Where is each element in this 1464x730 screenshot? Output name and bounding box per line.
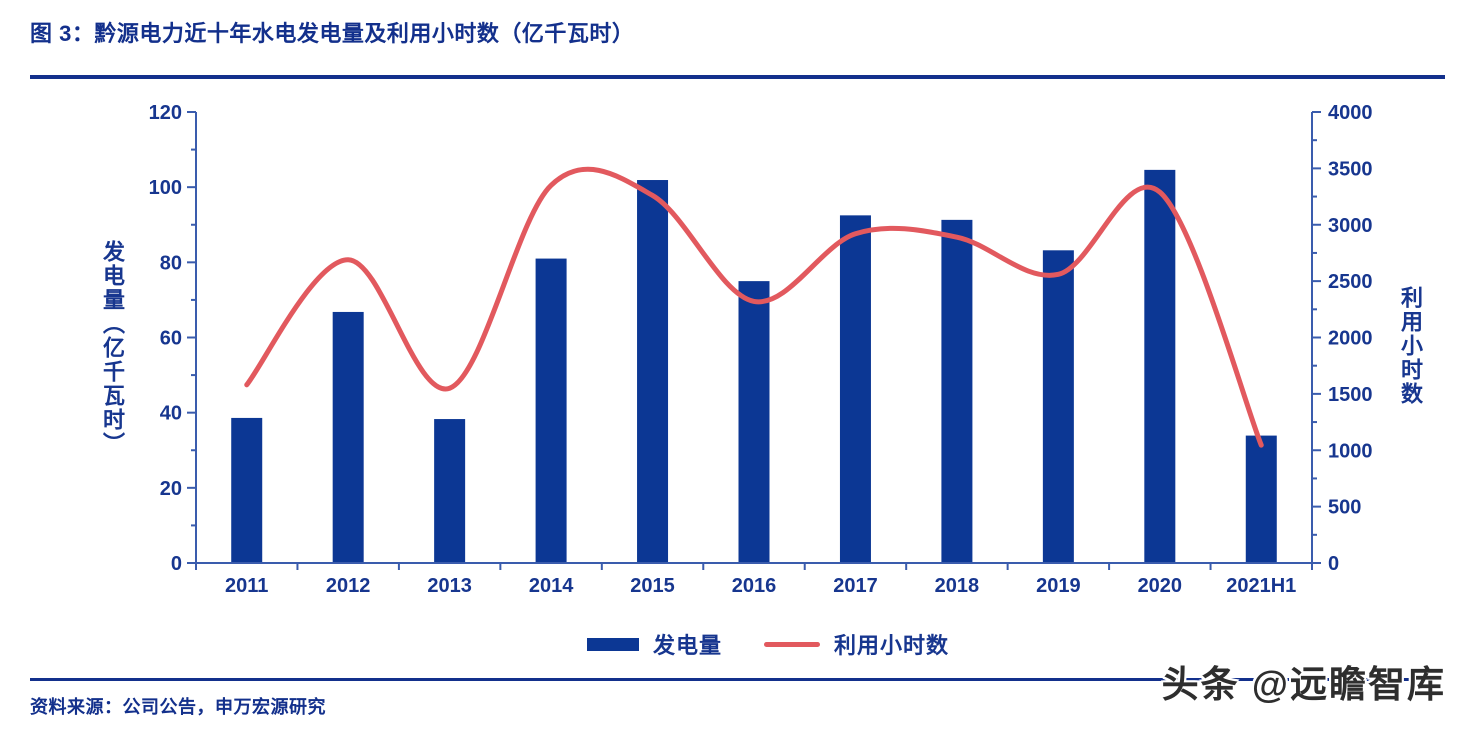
footer-divider — [30, 678, 1434, 681]
svg-text:1500: 1500 — [1328, 384, 1373, 406]
line-series-swatch — [764, 641, 820, 647]
right-axis-title: 利用小时数 — [1398, 286, 1423, 406]
svg-text:100: 100 — [149, 177, 182, 199]
legend: 发电量 利用小时数 — [36, 628, 1464, 660]
right-axis: 0 500 1000 1500 2000 2500 3000 3500 4000 — [1311, 102, 1373, 575]
svg-text:3500: 3500 — [1328, 158, 1373, 180]
svg-text:80: 80 — [160, 252, 182, 274]
svg-text:2500: 2500 — [1328, 271, 1373, 293]
svg-text:20: 20 — [160, 478, 182, 500]
bar-series-swatch — [586, 637, 639, 651]
svg-text:120: 120 — [149, 102, 182, 124]
bar-2018 — [941, 219, 973, 563]
svg-text:2012: 2012 — [326, 575, 371, 597]
svg-text:2016: 2016 — [732, 575, 777, 597]
svg-text:2000: 2000 — [1328, 328, 1373, 350]
svg-text:500: 500 — [1328, 497, 1361, 519]
svg-text:2014: 2014 — [529, 575, 574, 597]
bar-2011 — [231, 417, 263, 563]
line-series-label: 利用小时数 — [834, 633, 950, 658]
svg-text:2018: 2018 — [935, 575, 980, 597]
svg-text:0: 0 — [171, 553, 182, 575]
source-note: 资料来源：公司公告，申万宏源研究 — [30, 697, 326, 717]
bar-2019 — [1042, 250, 1074, 563]
bar-2013 — [434, 419, 466, 563]
bar-2017 — [839, 215, 871, 563]
line-series-path — [244, 166, 1264, 448]
left-axis: 0 20 40 60 80 100 120 — [149, 102, 197, 575]
bar-2020 — [1144, 169, 1176, 563]
svg-text:2017: 2017 — [833, 575, 878, 597]
svg-text:0: 0 — [1328, 553, 1339, 575]
figure-title: 图 3：黔源电力近十年水电发电量及利用小时数（亿千瓦时） — [30, 21, 635, 46]
bar-2016 — [738, 281, 770, 563]
svg-text:60: 60 — [160, 328, 182, 350]
bar-2015 — [637, 180, 669, 564]
svg-text:40: 40 — [160, 403, 182, 425]
svg-text:4000: 4000 — [1328, 102, 1373, 124]
svg-text:2019: 2019 — [1036, 575, 1081, 597]
bar-2021H1 — [1245, 435, 1277, 563]
svg-text:1000: 1000 — [1328, 440, 1373, 462]
svg-text:2013: 2013 — [427, 575, 472, 597]
bar-series-label: 发电量 — [652, 633, 722, 658]
x-axis: 2011 2012 2013 2014 2015 2016 2017 2018 2019 2020… — [195, 562, 1313, 597]
svg-text:2020: 2020 — [1138, 575, 1183, 597]
svg-text:3000: 3000 — [1328, 215, 1373, 237]
svg-text:2011: 2011 — [225, 575, 268, 597]
svg-text:2015: 2015 — [630, 575, 675, 597]
toutiao-watermark: 头条 @远瞻智库 — [1161, 664, 1446, 705]
bar-2014 — [535, 258, 567, 563]
bars-group — [231, 169, 1277, 564]
bar-2012 — [332, 311, 364, 563]
svg-text:2021H1: 2021H1 — [1226, 575, 1296, 597]
title-divider — [30, 75, 1445, 79]
left-axis-title: 发电量（亿千瓦时） — [100, 240, 125, 456]
